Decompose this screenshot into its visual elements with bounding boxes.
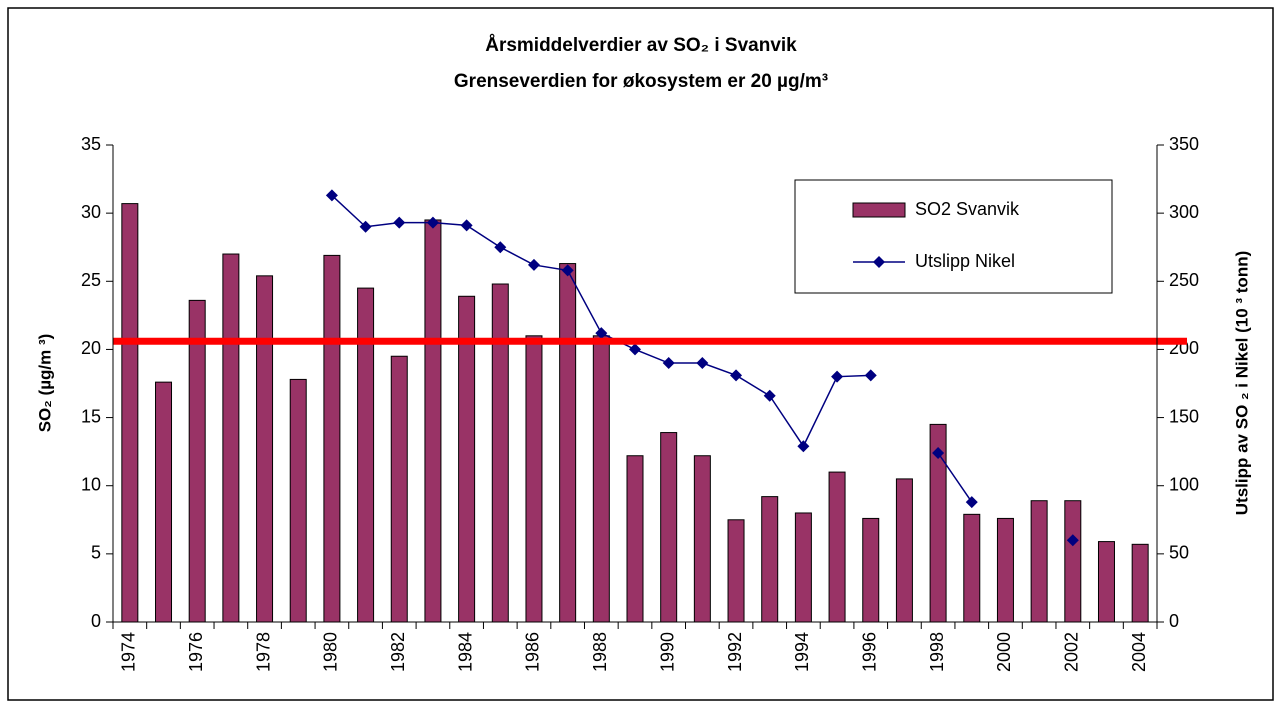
y2-tick-label: 100 bbox=[1169, 474, 1199, 494]
marker bbox=[527, 258, 540, 271]
x-tick-label: 1984 bbox=[455, 632, 475, 672]
marker bbox=[426, 216, 439, 229]
y-tick-label: 0 bbox=[91, 611, 101, 631]
bar bbox=[222, 253, 240, 623]
bar bbox=[895, 478, 913, 623]
y2-tick-label: 300 bbox=[1169, 202, 1199, 222]
legend-label: Utslipp Nikel bbox=[915, 251, 1015, 271]
y2-tick-label: 250 bbox=[1169, 270, 1199, 290]
bar bbox=[693, 455, 711, 623]
chart-subtitle: Grenseverdien for økosystem er 20 µg/m³ bbox=[454, 71, 828, 92]
marker bbox=[797, 440, 810, 453]
x-tick-label: 1994 bbox=[792, 632, 812, 672]
bar bbox=[626, 455, 644, 623]
bar bbox=[996, 517, 1014, 623]
marker bbox=[831, 370, 844, 383]
legend-box bbox=[794, 179, 1113, 294]
bar bbox=[390, 355, 408, 623]
bar bbox=[761, 496, 779, 623]
bar bbox=[963, 513, 981, 623]
bar bbox=[559, 263, 577, 623]
bar bbox=[592, 335, 610, 623]
bar bbox=[323, 254, 341, 623]
x-tick-label: 1980 bbox=[321, 632, 341, 672]
marker bbox=[494, 241, 507, 254]
x-tick-label: 2000 bbox=[994, 632, 1014, 672]
marker bbox=[460, 219, 473, 232]
bar bbox=[1097, 541, 1115, 623]
legend-marker bbox=[873, 256, 885, 268]
marker bbox=[1066, 534, 1079, 547]
x-tick-label: 2004 bbox=[1129, 632, 1149, 672]
legend-label: SO2 Svanvik bbox=[915, 199, 1020, 219]
bar bbox=[1131, 543, 1149, 623]
bar bbox=[794, 512, 812, 623]
marker bbox=[595, 327, 608, 340]
bar bbox=[188, 299, 206, 623]
y-tick-label: 30 bbox=[81, 202, 101, 222]
y2-tick-label: 350 bbox=[1169, 134, 1199, 154]
y2-axis-label: Utslipp av SO ₂ i Nikel (10 ³ tonn) bbox=[1232, 251, 1251, 515]
y2-tick-label: 150 bbox=[1169, 406, 1199, 426]
y-tick-label: 25 bbox=[81, 270, 101, 290]
marker bbox=[662, 357, 675, 370]
legend-swatch bbox=[852, 202, 906, 218]
x-tick-label: 1992 bbox=[725, 632, 745, 672]
x-tick-label: 1988 bbox=[590, 632, 610, 672]
x-tick-label: 1976 bbox=[186, 632, 206, 672]
bar bbox=[660, 432, 678, 623]
marker bbox=[730, 369, 743, 382]
x-tick-label: 1974 bbox=[119, 632, 139, 672]
bar bbox=[1030, 500, 1048, 623]
marker bbox=[561, 264, 574, 277]
x-tick-label: 1996 bbox=[859, 632, 879, 672]
bar bbox=[424, 219, 442, 623]
marker bbox=[696, 357, 709, 370]
marker bbox=[864, 369, 877, 382]
bar bbox=[155, 381, 173, 623]
marker bbox=[965, 496, 978, 509]
bar bbox=[491, 283, 509, 623]
x-tick-label: 1990 bbox=[657, 632, 677, 672]
marker bbox=[932, 447, 945, 460]
x-tick-label: 1978 bbox=[253, 632, 273, 672]
bar bbox=[862, 517, 880, 623]
x-tick-label: 1986 bbox=[523, 632, 543, 672]
y-tick-label: 20 bbox=[81, 338, 101, 358]
bar bbox=[289, 378, 307, 623]
marker bbox=[629, 343, 641, 356]
y2-tick-label: 50 bbox=[1169, 543, 1189, 563]
marker bbox=[325, 189, 338, 202]
y-axis-label: SO₂ (µg/m ³) bbox=[35, 334, 54, 433]
bar bbox=[727, 519, 745, 623]
y-tick-label: 15 bbox=[81, 406, 101, 426]
bar bbox=[525, 335, 543, 623]
y2-tick-label: 0 bbox=[1169, 611, 1179, 631]
bar bbox=[1064, 500, 1082, 623]
marker bbox=[359, 220, 372, 233]
bar bbox=[121, 203, 139, 623]
bar bbox=[828, 471, 846, 623]
x-tick-label: 2002 bbox=[1062, 632, 1082, 672]
y-tick-label: 5 bbox=[91, 543, 101, 563]
marker bbox=[393, 216, 406, 229]
chart-title: Årsmiddelverdier av SO₂ i Svanvik bbox=[485, 35, 797, 56]
x-tick-label: 1982 bbox=[388, 632, 408, 672]
y-tick-label: 35 bbox=[81, 134, 101, 154]
x-tick-label: 1998 bbox=[927, 632, 947, 672]
y-tick-label: 10 bbox=[81, 474, 101, 494]
bar bbox=[256, 275, 274, 623]
marker bbox=[763, 389, 776, 402]
bar bbox=[458, 295, 476, 623]
